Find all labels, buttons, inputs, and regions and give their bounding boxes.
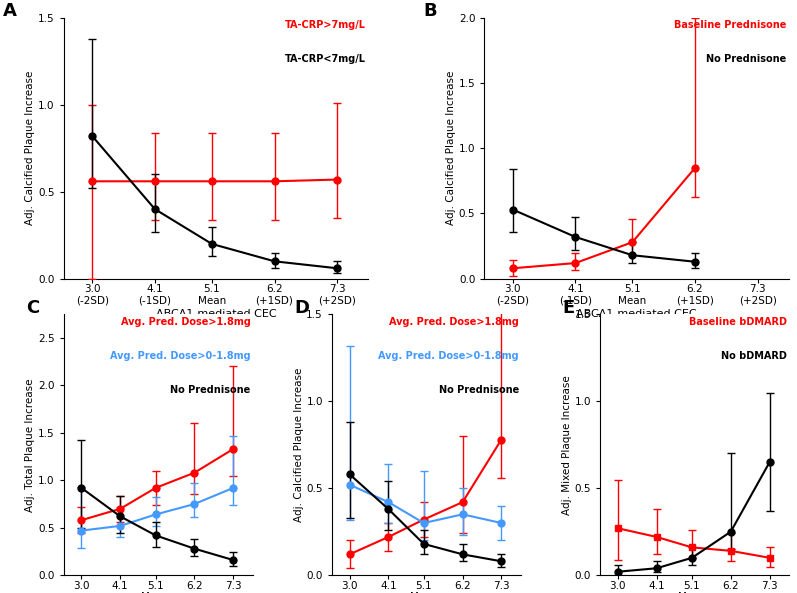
Text: Baseline Prednisone: Baseline Prednisone	[673, 20, 786, 30]
Text: Baseline bDMARD: Baseline bDMARD	[689, 317, 787, 327]
Y-axis label: Adj. Calcified Plaque Increase: Adj. Calcified Plaque Increase	[293, 368, 304, 522]
Text: No Prednisone: No Prednisone	[705, 55, 786, 64]
Text: B: B	[423, 2, 437, 20]
Text: C: C	[26, 299, 39, 317]
Y-axis label: Adj. Calcified Plaque Increase: Adj. Calcified Plaque Increase	[446, 71, 456, 225]
Text: Avg. Pred. Dose>0-1.8mg: Avg. Pred. Dose>0-1.8mg	[379, 351, 519, 361]
Text: Avg. Pred. Dose>1.8mg: Avg. Pred. Dose>1.8mg	[121, 317, 251, 327]
Text: No Prednisone: No Prednisone	[171, 385, 251, 395]
Text: No Prednisone: No Prednisone	[438, 385, 519, 395]
Text: No bDMARD: No bDMARD	[721, 351, 787, 361]
Y-axis label: Adj. Mixed Plaque Increase: Adj. Mixed Plaque Increase	[562, 375, 571, 515]
Y-axis label: Adj. Calcified Plaque Increase: Adj. Calcified Plaque Increase	[26, 71, 35, 225]
X-axis label: ABCA1-mediated CEC: ABCA1-mediated CEC	[576, 308, 697, 318]
Text: A: A	[3, 2, 17, 20]
Y-axis label: Adj. Total Plaque Increase: Adj. Total Plaque Increase	[26, 378, 35, 512]
Text: Avg. Pred. Dose>1.8mg: Avg. Pred. Dose>1.8mg	[389, 317, 519, 327]
Text: D: D	[294, 299, 309, 317]
Text: Avg. Pred. Dose>0-1.8mg: Avg. Pred. Dose>0-1.8mg	[110, 351, 251, 361]
Text: TA-CRP>7mg/L: TA-CRP>7mg/L	[285, 20, 366, 30]
X-axis label: ABCA1-mediated CEC: ABCA1-mediated CEC	[156, 308, 277, 318]
Text: E: E	[563, 299, 575, 317]
Text: TA-CRP<7mg/L: TA-CRP<7mg/L	[285, 55, 366, 64]
